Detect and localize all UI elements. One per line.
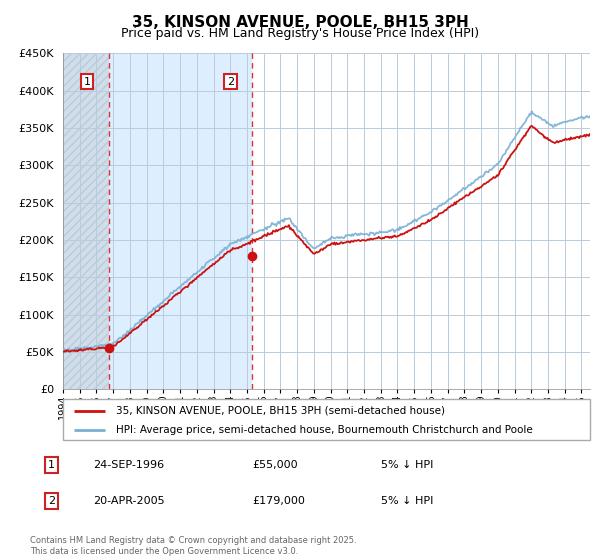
Text: 2: 2	[48, 496, 55, 506]
Text: HPI: Average price, semi-detached house, Bournemouth Christchurch and Poole: HPI: Average price, semi-detached house,…	[116, 424, 532, 435]
FancyBboxPatch shape	[63, 399, 590, 440]
Text: 24-SEP-1996: 24-SEP-1996	[93, 460, 164, 470]
Text: £179,000: £179,000	[252, 496, 305, 506]
Text: 5% ↓ HPI: 5% ↓ HPI	[381, 460, 433, 470]
Bar	[63, 53, 252, 389]
Text: Contains HM Land Registry data © Crown copyright and database right 2025.
This d: Contains HM Land Registry data © Crown c…	[30, 536, 356, 556]
Text: 35, KINSON AVENUE, POOLE, BH15 3PH: 35, KINSON AVENUE, POOLE, BH15 3PH	[131, 15, 469, 30]
Text: 20-APR-2005: 20-APR-2005	[93, 496, 164, 506]
Text: £55,000: £55,000	[252, 460, 298, 470]
Text: 35, KINSON AVENUE, POOLE, BH15 3PH (semi-detached house): 35, KINSON AVENUE, POOLE, BH15 3PH (semi…	[116, 405, 445, 416]
Text: 2: 2	[227, 77, 234, 87]
Text: 1: 1	[83, 77, 91, 87]
Bar	[63, 53, 109, 389]
Text: Price paid vs. HM Land Registry's House Price Index (HPI): Price paid vs. HM Land Registry's House …	[121, 27, 479, 40]
Text: 1: 1	[48, 460, 55, 470]
Text: 5% ↓ HPI: 5% ↓ HPI	[381, 496, 433, 506]
